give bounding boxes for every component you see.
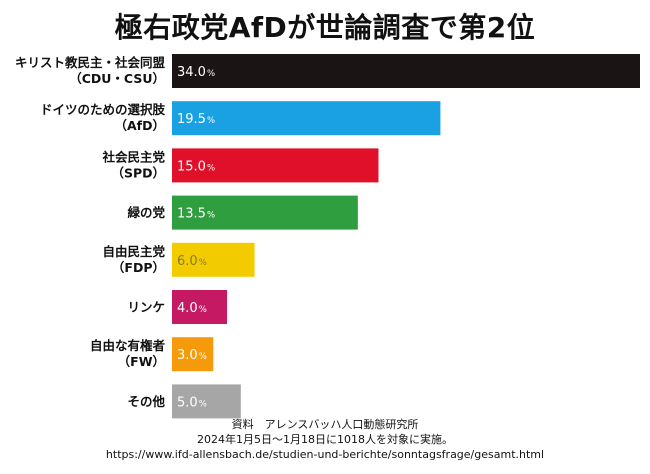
bar-value-label: 15.0% — [177, 159, 215, 174]
bar-value-label: 5.0% — [177, 395, 207, 410]
bar — [172, 148, 379, 183]
source-line-1: 資料 アレンスバッハ人口動態研究所 — [231, 418, 419, 431]
category-label: リンケ — [127, 300, 165, 315]
category-label: 緑の党 — [127, 205, 165, 220]
category-label: その他 — [127, 394, 165, 409]
bar — [172, 242, 255, 277]
category-label: 自由民主党（FDP） — [102, 244, 165, 275]
bar — [172, 384, 241, 419]
bar-value-label: 19.5% — [177, 112, 215, 127]
category-label: 自由な有権者（FW） — [90, 338, 166, 369]
source-line-2: 2024年1月5日～1月18日に1018人を対象に実施。 — [197, 433, 453, 446]
source-note: 資料 アレンスバッハ人口動態研究所 2024年1月5日～1月18日に1018人を… — [0, 417, 650, 462]
bar-value-label: 4.0% — [177, 301, 207, 316]
bar — [172, 195, 358, 230]
bar-value-label: 3.0% — [177, 348, 207, 363]
category-label: キリスト教民主・社会同盟（CDU・CSU） — [15, 55, 166, 86]
category-label: 社会民主党（SPD） — [101, 149, 165, 180]
source-url: https://www.ifd-allensbach.de/studien-un… — [105, 448, 545, 461]
bar-value-label: 13.5% — [177, 207, 215, 222]
chart-title: 極右政党AfDが世論調査で第2位 — [114, 11, 536, 44]
bar — [172, 54, 640, 88]
bar — [172, 337, 214, 372]
bar — [172, 290, 228, 324]
category-label: ドイツのための選択肢（AfD） — [40, 102, 166, 133]
bar-value-label: 34.0% — [177, 65, 215, 80]
bar-value-label: 6.0% — [177, 254, 207, 269]
bar — [172, 101, 441, 136]
